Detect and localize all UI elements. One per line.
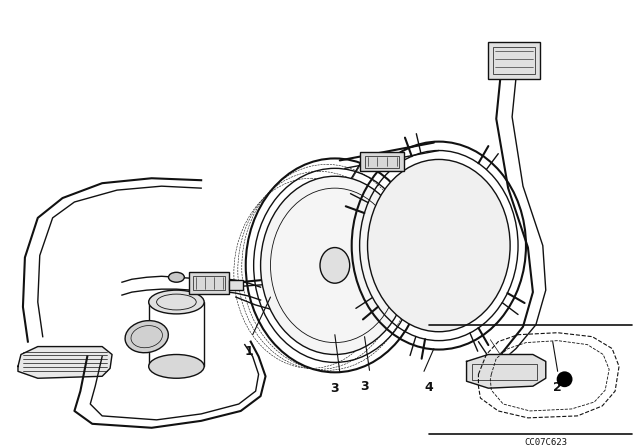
Ellipse shape (260, 176, 409, 354)
Bar (360, 151, 404, 171)
Polygon shape (18, 347, 112, 378)
Bar (493, 47, 535, 74)
Circle shape (557, 371, 573, 387)
Ellipse shape (125, 321, 168, 353)
Text: 3: 3 (360, 380, 369, 393)
Bar (193, 276, 225, 290)
Ellipse shape (367, 159, 510, 332)
Ellipse shape (320, 248, 349, 283)
Text: 4: 4 (424, 381, 433, 394)
Text: CC07C623: CC07C623 (524, 438, 567, 447)
Text: 2: 2 (553, 381, 562, 394)
Text: 3: 3 (330, 382, 339, 395)
Bar (488, 42, 540, 79)
Bar (189, 272, 229, 294)
Ellipse shape (168, 272, 184, 282)
Polygon shape (467, 354, 546, 388)
Text: 1: 1 (244, 345, 253, 358)
Bar (229, 280, 243, 290)
Ellipse shape (148, 290, 204, 314)
Bar (365, 156, 399, 168)
Ellipse shape (148, 354, 204, 378)
Bar (472, 364, 537, 380)
